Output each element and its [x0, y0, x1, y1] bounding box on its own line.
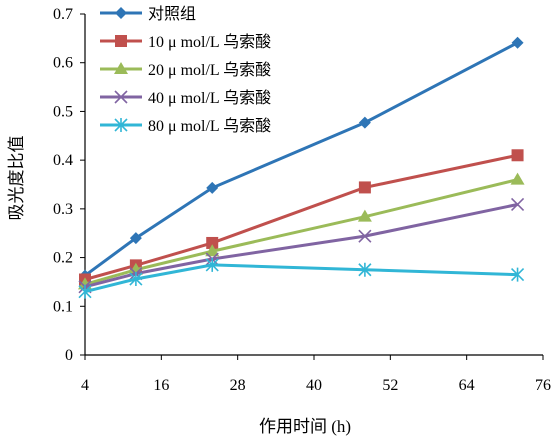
x-tick-label: 28	[230, 377, 246, 394]
series-2-point	[358, 181, 371, 194]
x-tick-label: 64	[459, 377, 475, 394]
series-1-point	[206, 181, 219, 194]
x-tick-label: 40	[306, 377, 322, 394]
x-tick-label: 76	[535, 377, 551, 394]
axes: 0 0.1 0.2 0.3 0.4 0.5 0.6 0.7 4 16 28 40 52 64 76	[53, 6, 551, 394]
series-5-point	[129, 272, 143, 287]
y-tick-label: 0.2	[53, 250, 73, 267]
series-5-point	[78, 284, 92, 299]
legend-label: 对照组	[148, 5, 196, 23]
series-4-point	[358, 229, 372, 243]
series-layer	[78, 36, 525, 299]
legend-item-4: 40 μ mol/L 乌索酸	[100, 89, 271, 107]
legend-label: 40 μ mol/L 乌索酸	[148, 89, 271, 107]
legend: 对照组 10 μ mol/L 乌索酸 20 μ mol/L 乌索酸 40 μ mol/…	[100, 5, 271, 135]
series-4-line	[84, 203, 518, 289]
legend-swatch-marker	[114, 90, 128, 104]
series-4-point	[510, 197, 525, 212]
legend-swatch-marker	[114, 62, 128, 74]
legend-label: 80 μ mol/L 乌索酸	[148, 117, 271, 135]
series-2-point	[511, 149, 524, 162]
series-5-point	[358, 262, 372, 277]
legend-label: 20 μ mol/L 乌索酸	[148, 61, 271, 79]
series-3-point	[205, 244, 220, 257]
y-tick-label: 0.6	[53, 55, 73, 72]
legend-swatch-marker	[115, 7, 127, 19]
x-tick-label: 16	[153, 377, 169, 394]
legend-swatch-marker	[115, 35, 127, 47]
series-5-point	[510, 267, 525, 282]
legend-item-3: 20 μ mol/L 乌索酸	[100, 61, 271, 79]
series-5-line	[84, 263, 518, 294]
series-3-point	[357, 209, 372, 222]
series-5	[78, 257, 525, 299]
legend-item-2: 10 μ mol/L 乌索酸	[100, 33, 271, 51]
series-2	[79, 149, 524, 286]
y-tick-label: 0.7	[53, 6, 73, 23]
x-tick-label: 52	[382, 377, 398, 394]
x-tick-label: 4	[81, 377, 89, 394]
y-tick-label: 0.3	[53, 201, 73, 218]
y-tick-label: 0.4	[53, 152, 73, 169]
x-axis-title: 作用时间 (h)	[259, 417, 351, 436]
legend-swatch-marker	[114, 118, 128, 132]
series-3-point	[510, 172, 525, 185]
series-5-point	[205, 257, 219, 272]
y-axis-title: 吸光度比值	[7, 136, 26, 221]
y-tick-label: 0.5	[53, 103, 73, 120]
series-1-point	[511, 36, 524, 49]
y-tick-label: 0	[65, 347, 73, 364]
y-tick-label: 0.1	[53, 298, 73, 315]
series-1	[79, 36, 524, 282]
series-1-point	[129, 232, 142, 245]
legend-item-1: 对照组	[100, 5, 196, 23]
series-1-point	[358, 116, 371, 129]
series-2-point	[206, 236, 219, 249]
legend-label: 10 μ mol/L 乌索酸	[148, 33, 271, 51]
legend-item-5: 80 μ mol/L 乌索酸	[100, 117, 271, 135]
